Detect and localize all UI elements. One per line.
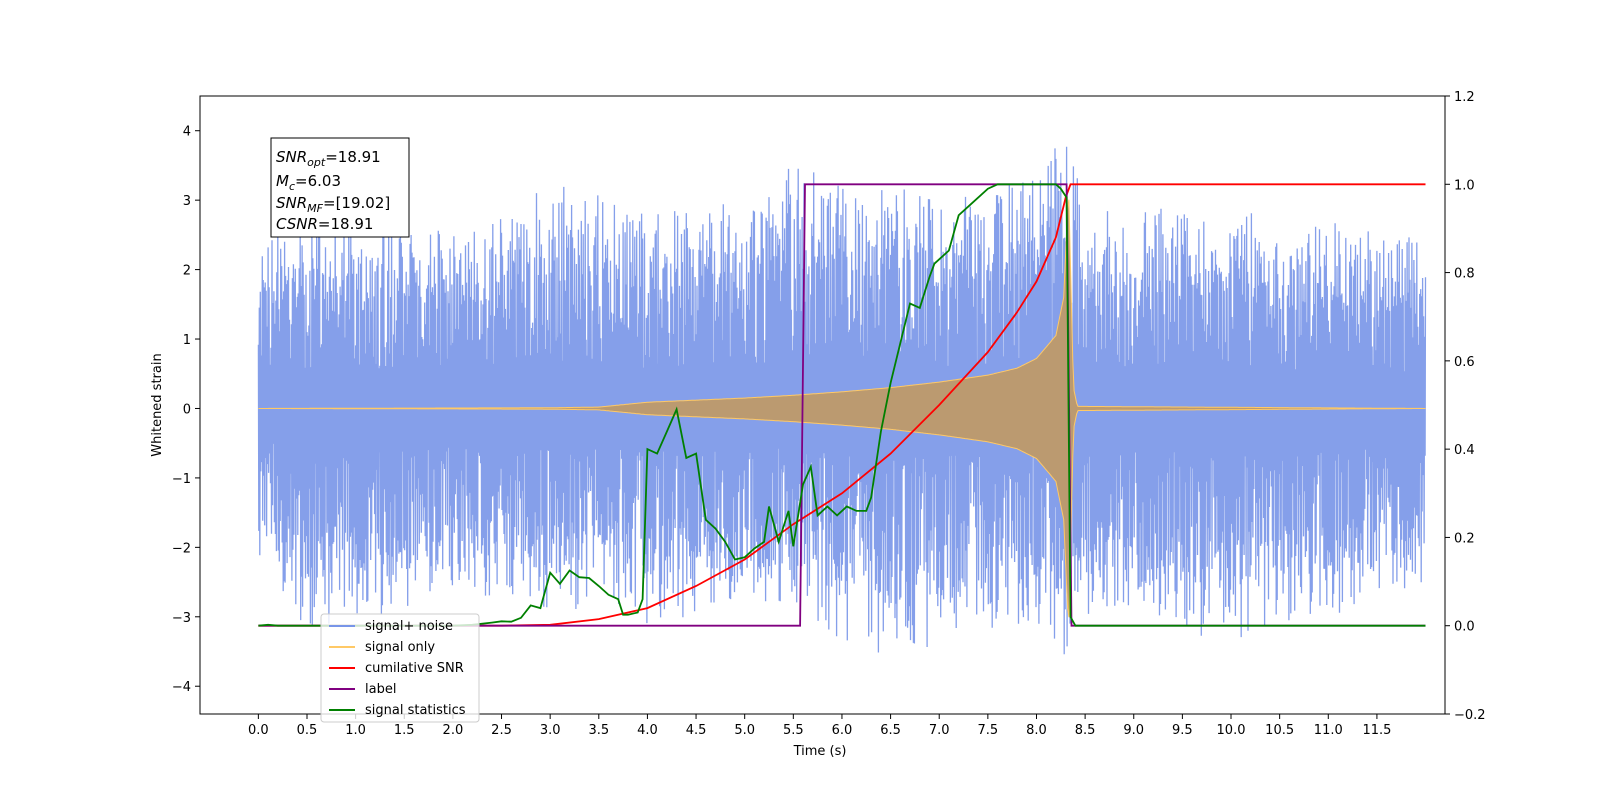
x-tick-label: 6.5 bbox=[880, 723, 901, 738]
y-axis-left: 4 3 2 1 0 −1 −2 −3 −4 bbox=[172, 125, 200, 695]
x-tick-label: 0.0 bbox=[248, 723, 269, 738]
series-signal-noise bbox=[257, 146, 1427, 655]
y-tick-label-right: 0.2 bbox=[1454, 531, 1475, 546]
series-signal-statistics bbox=[258, 183, 1426, 627]
legend-label: signal+ noise bbox=[365, 619, 453, 634]
x-axis: 0.0 0.5 1.0 1.5 2.0 2.5 3.0 3.5 4.0 4.5 5.0 5.5 6.0 6… bbox=[248, 714, 1391, 738]
y-tick-label-right: 1.2 bbox=[1454, 90, 1475, 105]
y-tick-label-left: 2 bbox=[183, 264, 191, 279]
y-tick-label-left: −1 bbox=[172, 472, 191, 487]
x-tick-label: 9.5 bbox=[1172, 723, 1193, 738]
y-tick-label-left: −4 bbox=[172, 680, 191, 695]
x-tick-label: 3.5 bbox=[588, 723, 609, 738]
x-tick-label: 5.0 bbox=[734, 723, 755, 738]
y-tick-label-right: 0.0 bbox=[1454, 620, 1475, 635]
legend-label: signal statistics bbox=[365, 703, 466, 718]
y-tick-label-left: 3 bbox=[183, 194, 191, 209]
stats-line: SNRMF=[19.02] bbox=[276, 194, 390, 215]
y-tick-label-right: 0.8 bbox=[1454, 267, 1475, 282]
x-tick-label: 1.0 bbox=[345, 723, 366, 738]
x-tick-label: 0.5 bbox=[297, 723, 318, 738]
x-tick-label: 7.5 bbox=[978, 723, 999, 738]
y-tick-label-left: 0 bbox=[183, 402, 191, 417]
y-axis-label-left: Whitened strain bbox=[150, 353, 165, 456]
x-tick-label: 8.0 bbox=[1026, 723, 1047, 738]
legend: signal+ noise signal only cumilative SNR… bbox=[320, 613, 480, 723]
x-tick-label: 4.5 bbox=[686, 723, 707, 738]
y-tick-label-right: 1.0 bbox=[1454, 178, 1475, 193]
x-tick-label: 9.0 bbox=[1123, 723, 1144, 738]
plot-frame bbox=[199, 95, 1446, 715]
y-tick-label-right: 0.6 bbox=[1454, 355, 1475, 370]
series-signal-only bbox=[258, 199, 1426, 618]
series-cumilative-snr bbox=[258, 183, 1426, 627]
stats-line: Mc=6.03 bbox=[276, 172, 341, 193]
x-tick-label: 4.0 bbox=[637, 723, 658, 738]
legend-frame bbox=[320, 613, 480, 723]
stats-box-frame bbox=[270, 137, 410, 238]
plot-area bbox=[257, 146, 1427, 655]
x-tick-label: 10.5 bbox=[1265, 723, 1294, 738]
x-tick-label: 2.5 bbox=[491, 723, 512, 738]
x-tick-label: 6.0 bbox=[832, 723, 853, 738]
x-tick-label: 10.0 bbox=[1217, 723, 1246, 738]
y-axis-right: 1.2 1.0 0.8 0.6 0.4 0.2 0.0 −0.2 bbox=[1445, 90, 1486, 723]
series-layer bbox=[257, 146, 1427, 655]
y-tick-label-left: 4 bbox=[183, 125, 191, 140]
x-tick-label: 1.5 bbox=[394, 723, 415, 738]
x-tick-label: 5.5 bbox=[783, 723, 804, 738]
stats-line: SNRopt=18.91 bbox=[276, 148, 381, 169]
y-tick-label-right: 0.4 bbox=[1454, 443, 1475, 458]
legend-label: label bbox=[365, 682, 396, 697]
legend-label: signal only bbox=[365, 640, 435, 655]
x-tick-label: 7.0 bbox=[929, 723, 950, 738]
y-tick-label-left: 1 bbox=[183, 333, 191, 348]
y-tick-label-left: −2 bbox=[172, 541, 191, 556]
x-tick-label: 2.0 bbox=[443, 723, 464, 738]
stats-box: SNRopt=18.91 Mc=6.03 SNRMF=[19.02] CSNR=… bbox=[270, 137, 410, 238]
x-tick-label: 8.5 bbox=[1075, 723, 1096, 738]
x-axis-label: Time (s) bbox=[793, 744, 847, 759]
x-tick-label: 3.0 bbox=[540, 723, 561, 738]
x-tick-label: 11.0 bbox=[1314, 723, 1343, 738]
y-tick-label-left: −3 bbox=[172, 611, 191, 626]
stats-line: CSNR=18.91 bbox=[276, 215, 373, 233]
x-tick-label: 11.5 bbox=[1362, 723, 1391, 738]
legend-label: cumilative SNR bbox=[365, 661, 464, 676]
y-tick-label-right: −0.2 bbox=[1454, 708, 1486, 723]
